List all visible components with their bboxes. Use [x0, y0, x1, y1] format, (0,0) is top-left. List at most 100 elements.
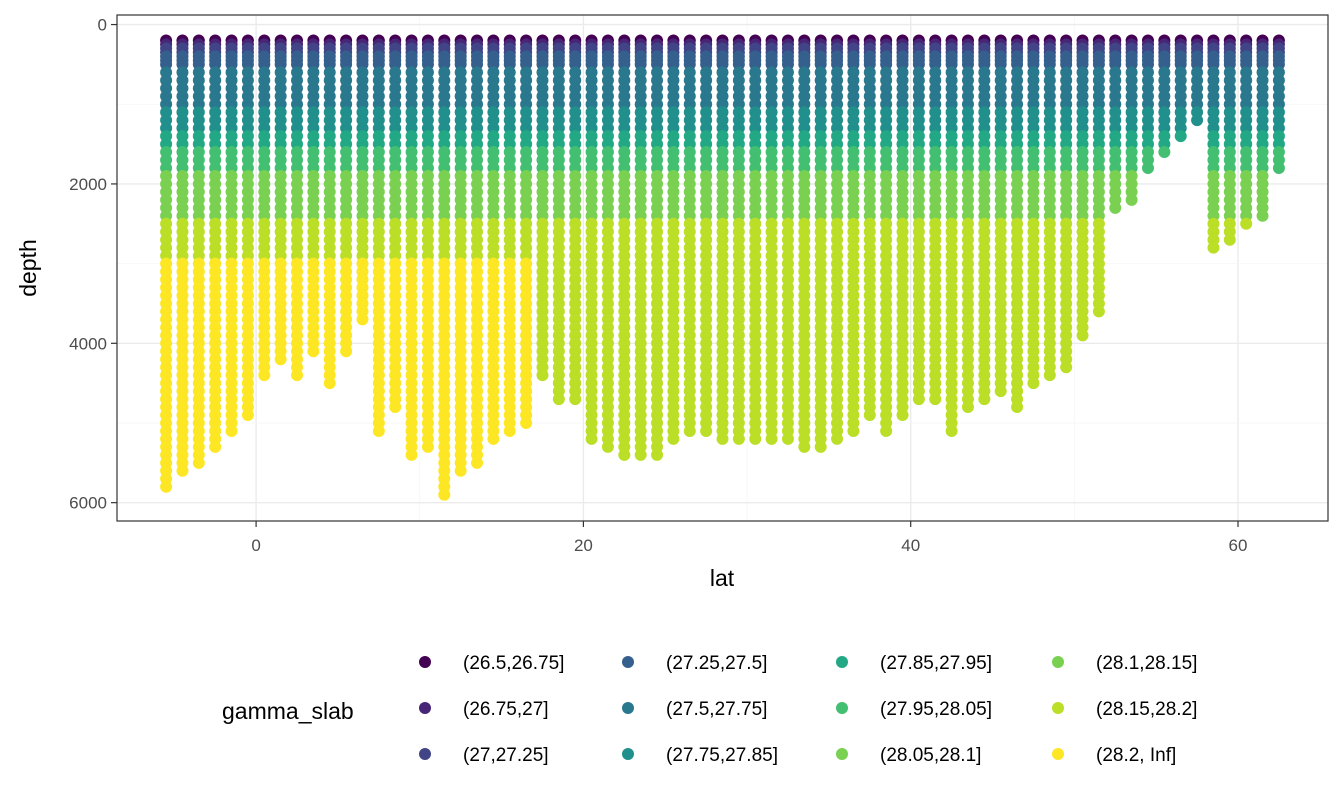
scatter-point — [651, 448, 664, 461]
scatter-point — [503, 424, 516, 437]
scatter-point — [1011, 401, 1024, 414]
y-tick-label: 0 — [98, 16, 107, 35]
scatter-point — [389, 401, 402, 414]
x-tick-label: 60 — [1229, 536, 1248, 555]
scatter-point — [863, 409, 876, 422]
scatter-point — [536, 369, 549, 382]
scatter-point — [569, 393, 582, 406]
legend-label: (27.25,27.5] — [666, 653, 767, 674]
scatter-point — [601, 440, 614, 453]
scatter-point — [421, 440, 434, 453]
scatter-point — [1125, 193, 1138, 206]
scatter-point — [225, 424, 238, 437]
legend-label: (26.75,27] — [463, 699, 549, 720]
scatter-point — [1109, 201, 1122, 214]
scatter-point — [1256, 209, 1269, 222]
legend-label: (28.15,28.2] — [1096, 699, 1197, 720]
legend-key — [1052, 748, 1064, 760]
scatter-point — [961, 401, 974, 414]
scatter-point — [1174, 130, 1187, 143]
scatter-point — [716, 432, 729, 445]
plot-panel — [116, 14, 1329, 522]
scatter-point — [683, 424, 696, 437]
axes: 0 20 40 60 0 2000 4000 6000 — [69, 16, 1247, 555]
scatter-point — [896, 409, 909, 422]
legend-label: (27.75,27.85] — [666, 745, 778, 766]
legend-key — [1052, 656, 1064, 668]
scatter-point — [192, 456, 205, 469]
scatter-point — [241, 409, 254, 422]
scatter-point — [438, 488, 451, 501]
scatter-point — [618, 448, 631, 461]
scatter-point — [405, 448, 418, 461]
scatter-point — [1092, 305, 1105, 318]
scatter-point — [1043, 369, 1056, 382]
scatter-point — [912, 393, 925, 406]
scatter-point — [667, 432, 680, 445]
scatter-point — [323, 377, 336, 390]
scatter-point — [814, 440, 827, 453]
scatter-point — [700, 424, 713, 437]
scatter-point — [1240, 217, 1253, 230]
scatter-point — [487, 432, 500, 445]
scatter-point — [552, 393, 565, 406]
scatter-point — [781, 432, 794, 445]
legend-label: (26.5,26.75] — [463, 653, 564, 674]
scatter-point — [520, 416, 533, 429]
scatter-point — [1191, 114, 1204, 127]
scatter-point — [994, 385, 1007, 398]
scatter-point — [1158, 146, 1171, 159]
legend-label: (27.5,27.75] — [666, 699, 767, 720]
legend-title: gamma_slab — [222, 698, 354, 724]
scatter-point — [1272, 161, 1285, 174]
scatter-point — [1060, 361, 1073, 374]
scatter-point — [291, 369, 304, 382]
legend-key — [622, 702, 634, 714]
scatter-point — [1076, 329, 1089, 342]
legend-key — [836, 702, 848, 714]
scatter-point — [749, 432, 762, 445]
scatter-point — [176, 464, 189, 477]
scatter-point — [765, 432, 778, 445]
legend-label: (27,27.25] — [463, 745, 549, 766]
scatter-point — [471, 456, 484, 469]
x-tick-label: 40 — [901, 536, 920, 555]
legend-key — [836, 748, 848, 760]
scatter-point — [356, 313, 369, 326]
scatter-point — [258, 369, 271, 382]
data-points — [160, 34, 1285, 501]
legend: gamma_slab (26.5,26.75] (26.75,27] (27,27.… — [222, 653, 1197, 766]
legend-label: (27.95,28.05] — [880, 699, 992, 720]
x-tick-label: 0 — [251, 536, 260, 555]
y-axis-title: depth — [15, 239, 41, 297]
legend-key — [419, 702, 431, 714]
scatter-point — [978, 393, 991, 406]
legend-key — [419, 748, 431, 760]
legend-key — [836, 656, 848, 668]
scatter-point — [274, 353, 287, 366]
scatter-point — [585, 432, 598, 445]
scatter-point — [880, 424, 893, 437]
y-tick-label: 2000 — [69, 175, 107, 194]
scatter-point — [634, 448, 647, 461]
scatter-point — [847, 424, 860, 437]
scatter-point — [307, 345, 320, 358]
legend-key — [419, 656, 431, 668]
scatter-point — [1141, 161, 1154, 174]
scatter-point — [1223, 233, 1236, 246]
y-tick-label: 4000 — [69, 334, 107, 353]
scatter-point — [340, 345, 353, 358]
y-tick-label: 6000 — [69, 494, 107, 513]
scatter-point — [732, 432, 745, 445]
scatter-point — [160, 480, 173, 493]
scatter-point — [1207, 241, 1220, 254]
legend-label: (28.2, Inf] — [1096, 745, 1176, 766]
scatter-point — [945, 424, 958, 437]
scatter-point — [798, 440, 811, 453]
legend-label: (27.85,27.95] — [880, 653, 992, 674]
scatter-point — [1027, 377, 1040, 390]
legend-key — [622, 748, 634, 760]
x-tick-label: 20 — [574, 536, 593, 555]
legend-key — [1052, 702, 1064, 714]
